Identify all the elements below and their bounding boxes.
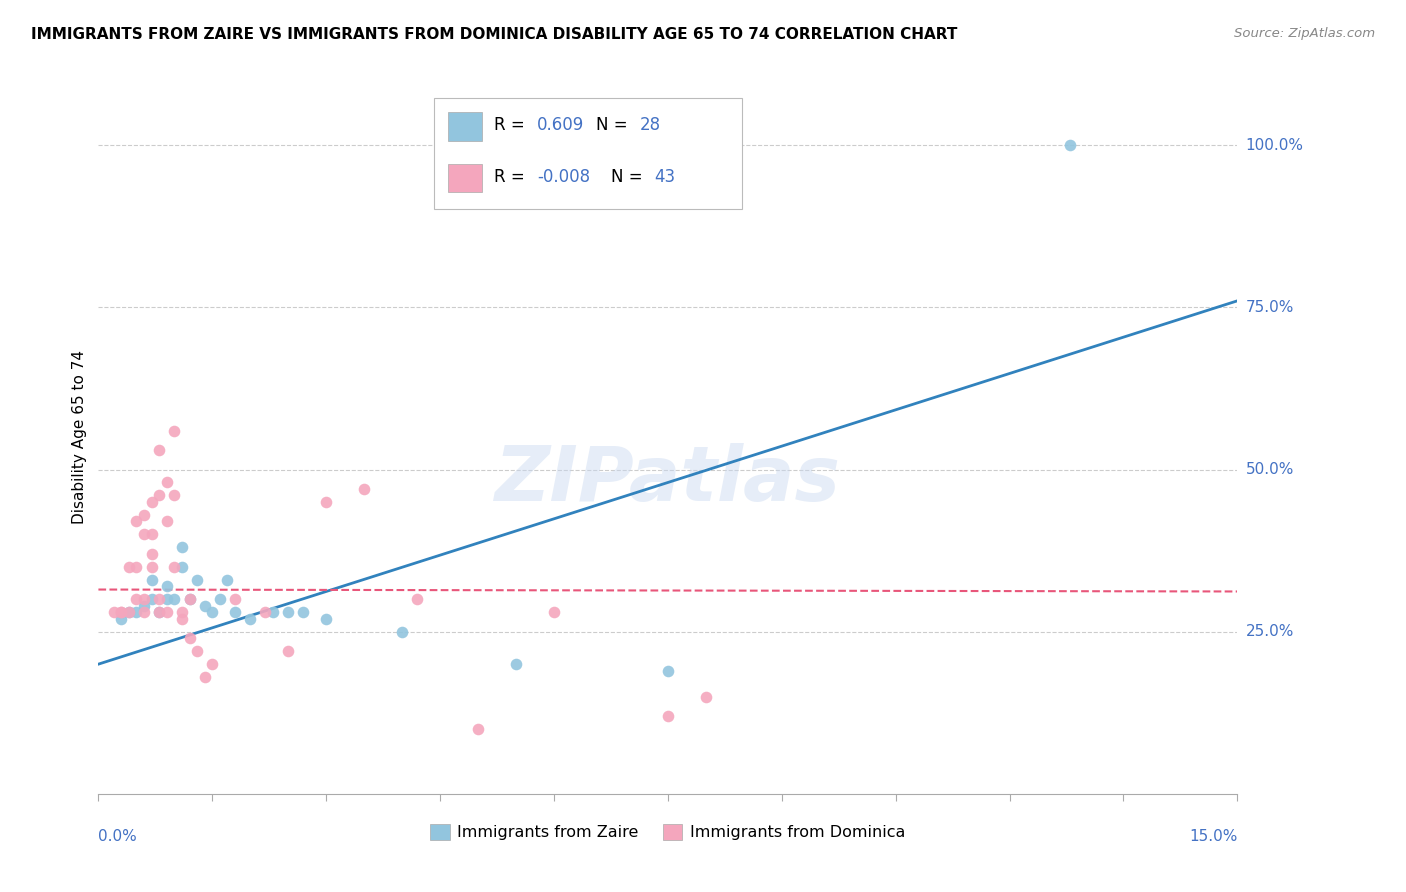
Bar: [449, 112, 482, 141]
Point: [315, 612, 337, 626]
Legend: Immigrants from Zaire, Immigrants from Dominica: Immigrants from Zaire, Immigrants from D…: [425, 817, 911, 847]
Point: [156, 515, 179, 529]
Point: [148, 592, 170, 607]
Text: ZIPatlas: ZIPatlas: [495, 443, 841, 516]
Point: [156, 475, 179, 490]
Point: [141, 527, 163, 541]
Point: [467, 722, 489, 736]
Point: [186, 644, 208, 658]
Point: [543, 605, 565, 619]
Point: [239, 612, 262, 626]
Point: [224, 605, 246, 619]
Point: [148, 605, 170, 619]
Point: [1059, 138, 1081, 153]
Y-axis label: Disability Age 65 to 74: Disability Age 65 to 74: [72, 350, 87, 524]
Point: [118, 559, 141, 574]
Text: 50.0%: 50.0%: [1246, 462, 1294, 477]
Point: [141, 592, 163, 607]
Point: [194, 599, 217, 613]
Point: [170, 541, 193, 555]
Bar: [449, 164, 482, 193]
Point: [125, 592, 148, 607]
Text: 0.609: 0.609: [537, 116, 583, 134]
Text: 15.0%: 15.0%: [1189, 829, 1237, 844]
Text: 28: 28: [640, 116, 661, 134]
Point: [505, 657, 527, 672]
Point: [186, 573, 208, 587]
Text: -0.008: -0.008: [537, 168, 591, 186]
Point: [657, 709, 679, 723]
Point: [163, 424, 186, 438]
Point: [132, 599, 155, 613]
Point: [132, 508, 155, 522]
Point: [110, 612, 132, 626]
Point: [125, 559, 148, 574]
Point: [208, 592, 231, 607]
Point: [391, 624, 413, 639]
Point: [170, 559, 193, 574]
Point: [406, 592, 429, 607]
Point: [179, 631, 201, 645]
FancyBboxPatch shape: [434, 98, 742, 209]
Text: 100.0%: 100.0%: [1246, 137, 1303, 153]
Text: R =: R =: [494, 168, 530, 186]
Point: [163, 559, 186, 574]
Point: [201, 657, 224, 672]
Point: [254, 605, 277, 619]
Point: [125, 515, 148, 529]
Point: [695, 690, 717, 704]
Text: R =: R =: [494, 116, 530, 134]
Point: [103, 605, 125, 619]
Text: 43: 43: [654, 168, 675, 186]
Point: [132, 592, 155, 607]
Point: [148, 443, 170, 458]
Point: [170, 605, 193, 619]
Point: [277, 644, 299, 658]
Point: [132, 605, 155, 619]
Point: [141, 559, 163, 574]
Point: [156, 605, 179, 619]
Point: [118, 605, 141, 619]
Point: [110, 605, 132, 619]
Point: [141, 495, 163, 509]
Point: [217, 573, 239, 587]
Point: [141, 547, 163, 561]
Text: N =: N =: [610, 168, 648, 186]
Point: [118, 605, 141, 619]
Point: [353, 482, 375, 496]
Point: [110, 605, 132, 619]
Point: [141, 573, 163, 587]
Text: Source: ZipAtlas.com: Source: ZipAtlas.com: [1234, 27, 1375, 40]
Point: [179, 592, 201, 607]
Text: 75.0%: 75.0%: [1246, 300, 1294, 315]
Point: [201, 605, 224, 619]
Point: [179, 592, 201, 607]
Point: [148, 488, 170, 502]
Point: [292, 605, 315, 619]
Point: [125, 605, 148, 619]
Point: [170, 612, 193, 626]
Point: [657, 664, 679, 678]
Text: IMMIGRANTS FROM ZAIRE VS IMMIGRANTS FROM DOMINICA DISABILITY AGE 65 TO 74 CORREL: IMMIGRANTS FROM ZAIRE VS IMMIGRANTS FROM…: [31, 27, 957, 42]
Point: [148, 605, 170, 619]
Point: [163, 488, 186, 502]
Point: [315, 495, 337, 509]
Point: [224, 592, 246, 607]
Point: [132, 527, 155, 541]
Point: [194, 670, 217, 684]
Point: [163, 592, 186, 607]
Point: [262, 605, 284, 619]
Point: [156, 592, 179, 607]
Point: [156, 579, 179, 593]
Text: 0.0%: 0.0%: [98, 829, 138, 844]
Text: 25.0%: 25.0%: [1246, 624, 1294, 640]
Text: N =: N =: [596, 116, 633, 134]
Point: [277, 605, 299, 619]
